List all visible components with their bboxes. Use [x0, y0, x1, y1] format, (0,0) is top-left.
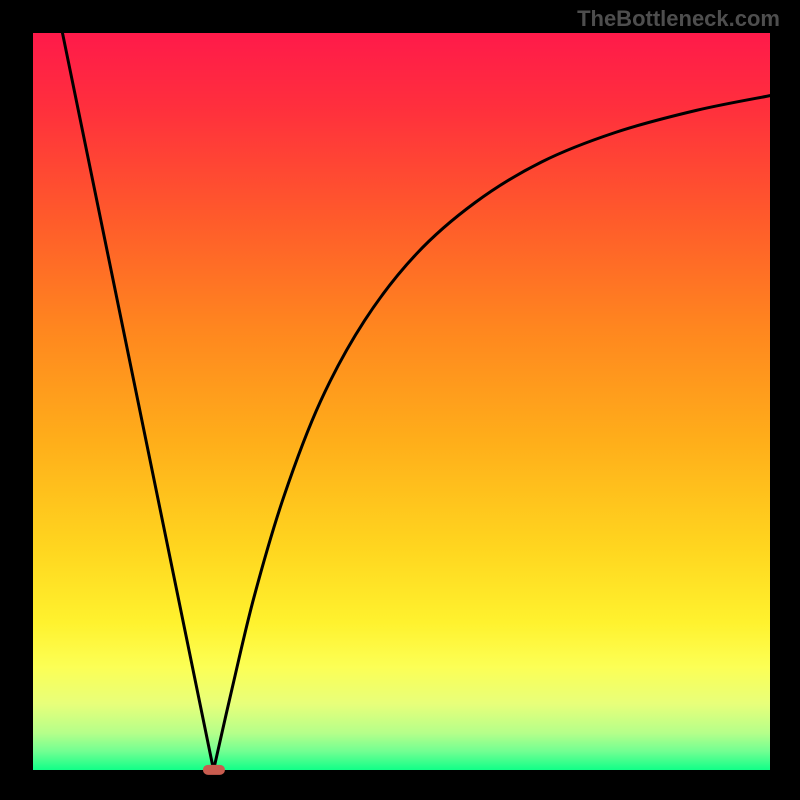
optimum-marker: [203, 765, 225, 775]
plot-area: [33, 33, 770, 770]
bottleneck-curve: [62, 33, 770, 770]
watermark-text: TheBottleneck.com: [577, 6, 780, 32]
curve-layer: [33, 33, 770, 770]
figure-container: TheBottleneck.com: [0, 0, 800, 800]
